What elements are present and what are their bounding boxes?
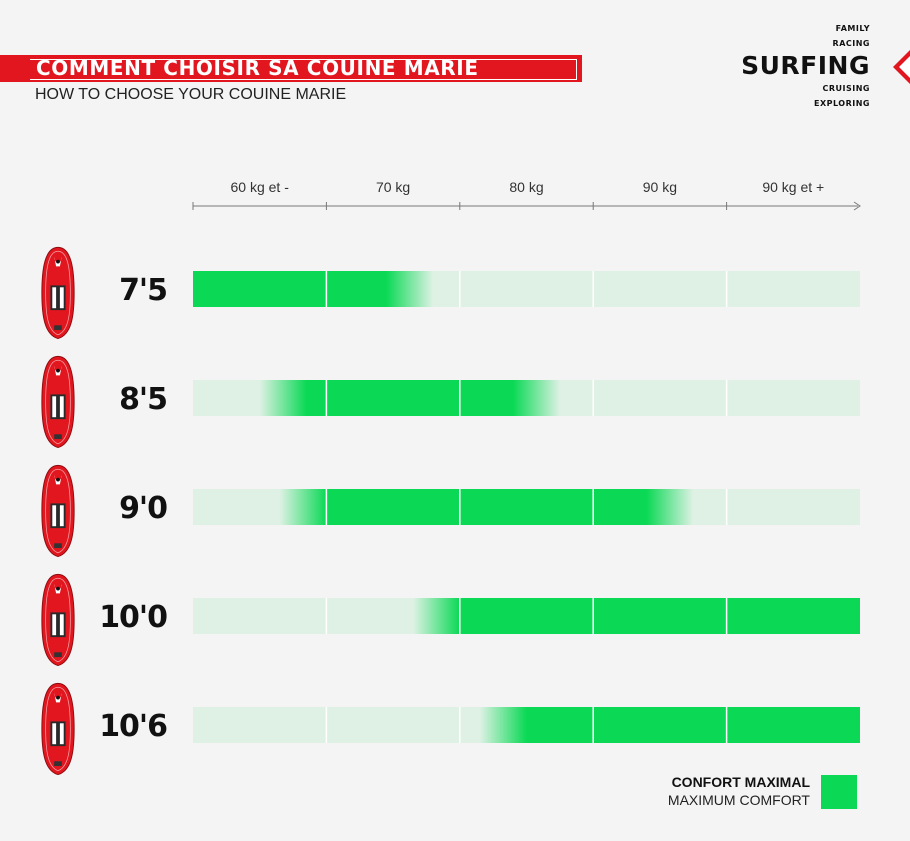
- nav-item-racing[interactable]: RACING: [832, 39, 870, 48]
- nav-active-arrow-inner: [899, 56, 910, 78]
- comfort-cell: [459, 489, 594, 525]
- comfort-cell: [593, 489, 727, 525]
- comfort-cell: [726, 707, 860, 743]
- row-label: 9'0: [119, 491, 167, 526]
- comfort-cell: [193, 707, 327, 743]
- row-label: 7'5: [119, 273, 167, 308]
- comfort-cell: [593, 707, 727, 743]
- comfort-cell: [459, 598, 594, 634]
- nav-item-family[interactable]: FAMILY: [835, 24, 870, 33]
- board-icon: [41, 573, 75, 667]
- title-band-outline: [30, 59, 577, 80]
- board-icon: [41, 682, 75, 776]
- board-icon: [41, 464, 75, 558]
- comfort-cell: [193, 271, 327, 307]
- comfort-cell: [326, 707, 460, 743]
- nav-item-surfing-active[interactable]: SURFING: [741, 51, 870, 80]
- comfort-cell: [459, 271, 594, 307]
- page-title: COMMENT CHOISIR SA COUINE MARIE: [36, 56, 479, 80]
- comfort-cell: [193, 598, 327, 634]
- comfort-cell: [726, 380, 860, 416]
- comfort-cell: [326, 380, 460, 416]
- comfort-cell: [459, 380, 594, 416]
- comfort-cell: [593, 271, 727, 307]
- legend-title: CONFORT MAXIMAL: [671, 774, 810, 790]
- category-nav: FAMILY RACING SURFING CRUISING EXPLORING: [670, 0, 910, 120]
- title-band: [0, 55, 582, 82]
- board-icon: [41, 355, 75, 449]
- row-label: 10'6: [99, 709, 167, 744]
- nav-item-exploring[interactable]: EXPLORING: [813, 99, 870, 108]
- comfort-cell: [593, 598, 727, 634]
- comfort-cell: [326, 271, 460, 307]
- x-tick-label: 90 kg et +: [762, 179, 824, 195]
- comfort-cell: [326, 489, 460, 525]
- x-tick-label: 90 kg: [643, 179, 677, 195]
- row-label: 10'0: [99, 600, 167, 635]
- comfort-cell: [326, 598, 460, 634]
- comfort-cell: [193, 380, 327, 416]
- legend-subtitle: MAXIMUM COMFORT: [667, 792, 810, 808]
- comfort-cell: [726, 598, 860, 634]
- page-subtitle: HOW TO CHOOSE YOUR COUINE MARIE: [35, 86, 347, 103]
- x-tick-label: 80 kg: [509, 179, 543, 195]
- comfort-cell: [726, 271, 860, 307]
- x-tick-label: 70 kg: [376, 179, 410, 195]
- row-label: 8'5: [119, 382, 167, 417]
- nav-item-cruising[interactable]: CRUISING: [822, 84, 870, 93]
- comfort-cell: [593, 380, 727, 416]
- board-icon: [41, 246, 75, 340]
- x-tick-label: 60 kg et -: [231, 179, 290, 195]
- x-axis-arrow-icon: [853, 201, 861, 211]
- legend-swatch: [821, 775, 857, 809]
- comfort-cell: [726, 489, 860, 525]
- comfort-cell: [459, 707, 594, 743]
- comfort-cell: [193, 489, 327, 525]
